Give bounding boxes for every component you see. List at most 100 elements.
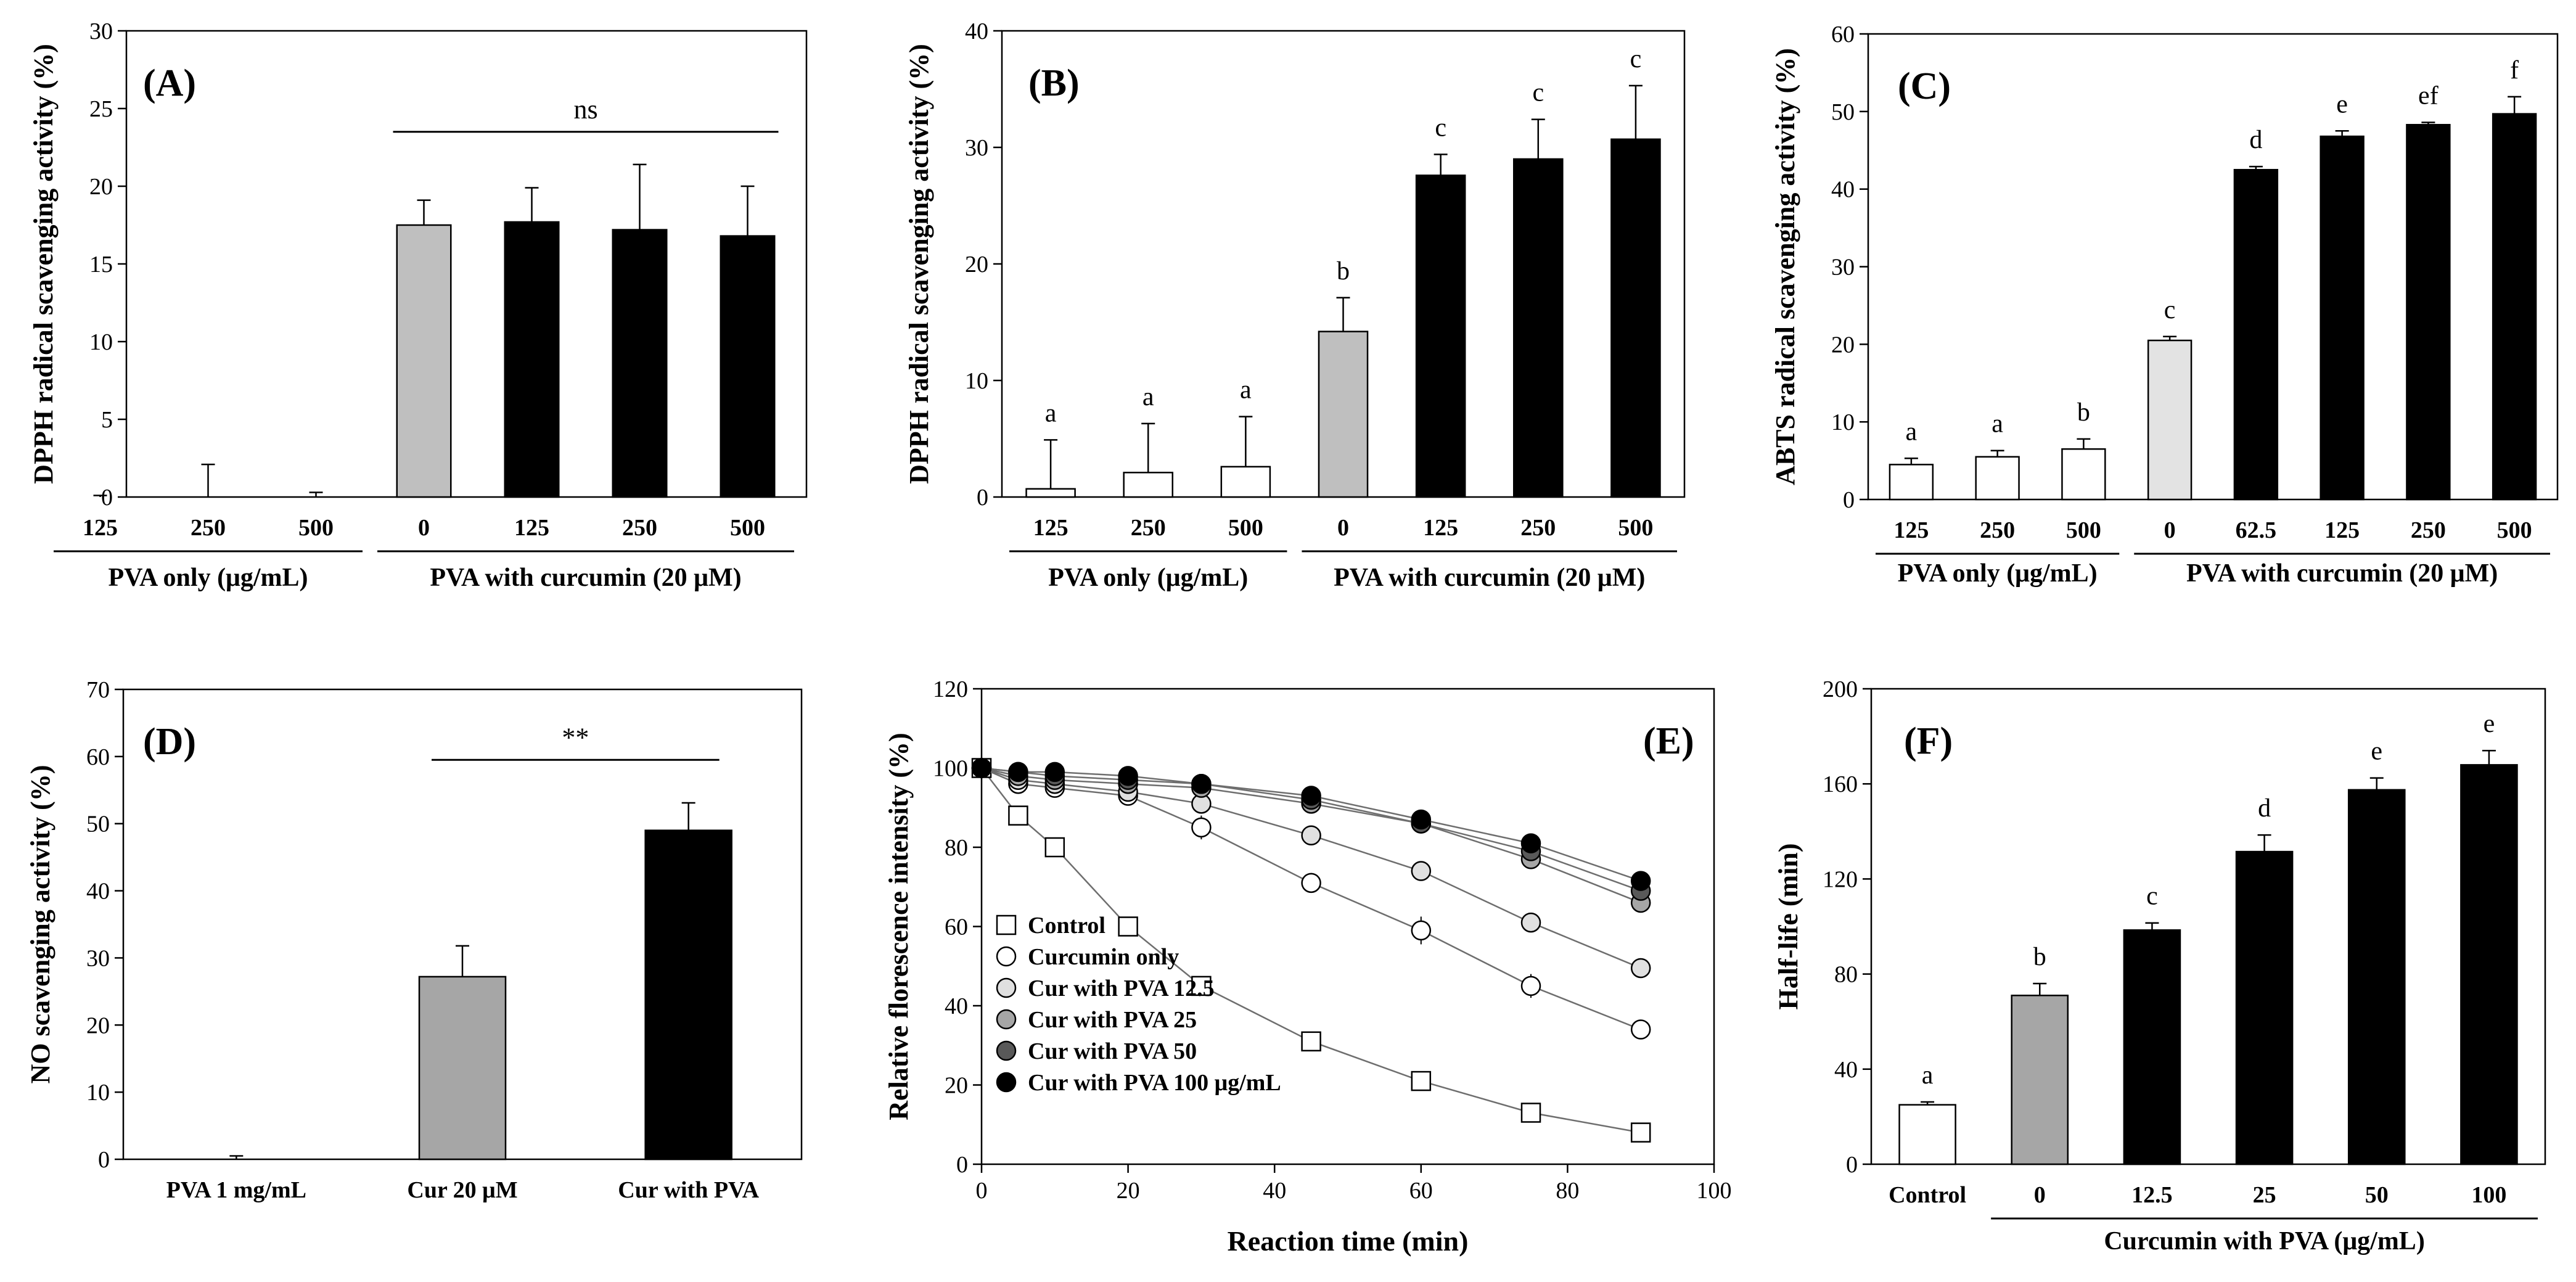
x-tick-label: 250	[1520, 515, 1556, 541]
y-tick-label: 160	[1823, 771, 1858, 797]
bar	[2460, 764, 2518, 1165]
y-tick-label: 15	[89, 252, 113, 277]
y-tick-label: 40	[1834, 1057, 1858, 1083]
y-tick-label: 60	[86, 744, 110, 770]
y-axis-label: DPPH radical scavenging activity (%)	[28, 44, 59, 484]
x-tick-label: 125	[1423, 515, 1458, 541]
data-point	[1008, 805, 1028, 826]
significance-letter: a	[1991, 410, 2003, 438]
group-label: PVA with curcumin (20 μM)	[2186, 559, 2498, 588]
y-tick-label: 30	[965, 135, 988, 161]
y-tick-label: 20	[945, 1073, 968, 1099]
legend-label: Cur with PVA 100 μg/mL	[1028, 1070, 1281, 1096]
legend-label: Cur with PVA 50	[1028, 1038, 1197, 1064]
y-axis-label: ABTS radical scavenging activity (%)	[1770, 48, 1800, 485]
x-tick-label: 500	[730, 515, 765, 541]
y-tick-label: 25	[89, 96, 113, 122]
y-tick-label: 50	[1831, 99, 1855, 125]
panel-label: (F)	[1904, 720, 1953, 762]
data-point	[1008, 762, 1028, 783]
significance-letter: e	[2371, 738, 2382, 766]
y-tick-label: 0	[1843, 487, 1855, 513]
bar	[644, 829, 732, 1161]
y-tick-label: 0	[956, 1152, 968, 1178]
x-tick-label: 250	[191, 515, 226, 541]
legend-label: Cur with PVA 25	[1028, 1007, 1197, 1033]
data-point	[1044, 762, 1065, 783]
group-label: PVA only (μg/mL)	[1898, 559, 2098, 588]
significance-letter: a	[1922, 1061, 1934, 1090]
bar	[720, 235, 776, 498]
x-tick-label: Cur with PVA	[618, 1177, 759, 1203]
bar	[2061, 448, 2106, 501]
significance-letter: d	[2258, 794, 2271, 823]
panel-label: (A)	[143, 62, 196, 104]
x-tick-label: 0	[1337, 515, 1349, 541]
y-tick-label: 70	[86, 677, 110, 703]
panel-label: (E)	[1643, 720, 1694, 762]
y-tick-label: 10	[965, 368, 988, 394]
significance-letter: b	[1337, 257, 1350, 286]
x-tick-label: 80	[1556, 1178, 1579, 1204]
x-tick-label: 0	[2034, 1182, 2046, 1208]
bar	[2406, 123, 2451, 501]
data-point	[1301, 786, 1321, 806]
x-tick-label: 0	[2164, 517, 2176, 543]
panel-2: 0 10 20 30 40 50 60 ABTS radical scavenging act…	[1770, 22, 2559, 588]
x-tick-label: 250	[622, 515, 657, 541]
bar	[1975, 456, 2020, 501]
x-tick-label: 40	[1263, 1178, 1286, 1204]
legend-marker	[996, 946, 1017, 967]
x-tick-label: 125	[1033, 515, 1069, 541]
y-tick-label: 80	[945, 835, 968, 861]
plot-frame	[1867, 33, 2559, 501]
x-tick-label: 500	[1228, 515, 1263, 541]
bar	[2123, 929, 2181, 1165]
data-point	[1301, 873, 1321, 894]
bar	[1025, 488, 1076, 498]
significance-letter: a	[1240, 376, 1252, 405]
y-axis-label: NO scavenging activity (%)	[25, 765, 55, 1084]
y-tick-label: 20	[89, 174, 113, 200]
panel-1: 0 10 20 30 40 DPPH radical scavenging activit…	[904, 18, 1686, 592]
x-tick-label: 250	[2411, 517, 2446, 543]
y-axis-label: Half-life (min)	[1773, 843, 1803, 1009]
y-tick-label: 30	[86, 945, 110, 971]
x-tick-label: 100	[2471, 1182, 2506, 1208]
x-tick-label: 500	[1618, 515, 1653, 541]
data-point	[1411, 809, 1432, 830]
x-tick-label: 100	[1697, 1178, 1732, 1204]
y-tick-label: 20	[86, 1013, 110, 1038]
data-point	[1630, 871, 1651, 891]
bar	[1123, 472, 1174, 498]
y-tick-label: 10	[86, 1080, 110, 1106]
x-tick-label: Cur 20 μM	[407, 1177, 517, 1203]
bar	[1610, 138, 1661, 498]
x-tick-label: 125	[514, 515, 549, 541]
significance-letter: b	[2033, 943, 2046, 971]
x-tick-label: 20	[1117, 1178, 1140, 1204]
bar	[396, 224, 452, 498]
y-tick-label: 30	[1831, 255, 1855, 281]
panel-label: (C)	[1898, 65, 1951, 107]
y-tick-label: 20	[965, 252, 988, 277]
significance-letter: d	[2249, 126, 2262, 154]
y-tick-label: 40	[945, 993, 968, 1019]
y-tick-label: 0	[1846, 1152, 1858, 1178]
panel-label: (B)	[1028, 62, 1080, 104]
y-tick-label: 0	[98, 1147, 110, 1173]
bar	[1415, 175, 1466, 498]
x-tick-label: 250	[1131, 515, 1166, 541]
data-point	[1118, 766, 1138, 786]
x-tick-label: 62.5	[2236, 517, 2277, 543]
y-axis-label: Relative florescence intensity (%)	[884, 733, 914, 1120]
x-tick-label: 500	[2497, 517, 2532, 543]
significance-letter: f	[2510, 56, 2519, 84]
significance-letter: ef	[2418, 81, 2439, 110]
x-tick-label: 60	[1409, 1178, 1433, 1204]
bar	[2147, 339, 2192, 501]
legend: Control Curcumin only Cur with PVA 12.5 Cur…	[996, 913, 1281, 1096]
significance-letter: a	[1045, 399, 1057, 427]
x-axis-label: Reaction time (min)	[1228, 1225, 1469, 1257]
